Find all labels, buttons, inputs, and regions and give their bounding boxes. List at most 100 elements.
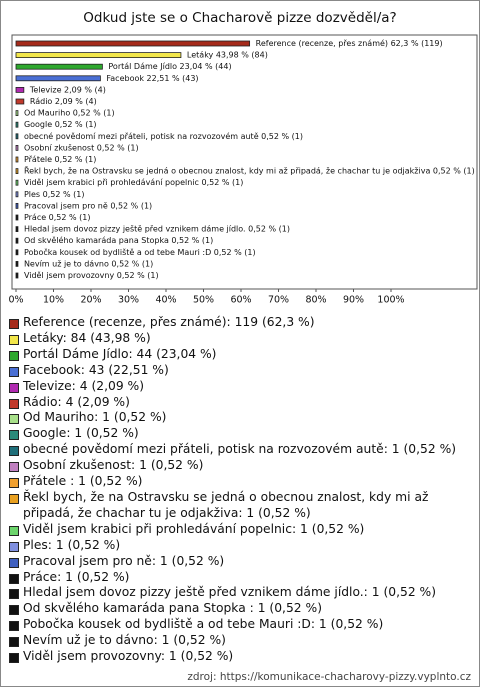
legend-label: Ples: 1 (0,52 %) [23, 537, 121, 552]
bar-label: Viděl jsem krabici při prohledávání pope… [24, 178, 243, 187]
x-tick-label: 40% [155, 295, 176, 306]
legend-label: Pobočka kousek od bydliště a od tebe Mau… [23, 617, 384, 632]
source: zdroj: https://komunikace-chacharovy-piz… [187, 671, 471, 683]
bar [15, 121, 19, 128]
bar-label: Řekl bych, že na Ostravsku se jedná o ob… [24, 166, 475, 176]
legend-item: Přátele : 1 (0,52 %) [9, 474, 471, 490]
legend-swatch [9, 430, 19, 441]
legend-item: Pracoval jsem pro ně: 1 (0,52 %) [9, 554, 471, 570]
bar-label: Nevím už je to dávno 0,52 % (1) [24, 259, 153, 268]
legend-label: Televize: 4 (2,09 %) [23, 378, 145, 393]
bar-label: Práce 0,52 % (1) [24, 213, 91, 222]
bar [15, 168, 19, 175]
bar-label: Ples 0,52 % (1) [24, 190, 85, 199]
bar [15, 40, 251, 47]
legend-item: Letáky: 84 (43,98 %) [9, 331, 471, 347]
legend-label: Hledal jsem dovoz pizzy ještě před vznik… [23, 585, 437, 600]
legend-label: Viděl jsem provozovny: 1 (0,52 %) [23, 649, 234, 664]
legend-swatch [9, 334, 19, 345]
legend: Reference (recenze, přes známé): 119 (62… [9, 315, 471, 665]
legend-swatch [9, 637, 19, 648]
legend-swatch [9, 478, 19, 489]
legend-swatch [9, 366, 19, 377]
legend-swatch [9, 462, 19, 473]
legend-item: Osobní zkušenost: 1 (0,52 %) [9, 458, 471, 474]
legend-swatch [9, 414, 19, 425]
legend-item: Facebook: 43 (22,51 %) [9, 363, 471, 379]
chart-title: Odkud jste se o Chacharově pizze dozvědě… [83, 10, 396, 26]
bar-label: Pobočka kousek od bydliště a od tebe Mau… [24, 247, 256, 257]
legend-swatch [9, 446, 19, 457]
legend-swatch [9, 621, 19, 632]
legend-item: Viděl jsem provozovny: 1 (0,52 %) [9, 649, 471, 665]
legend-item: Řekl bych, že na Ostravsku se jedná o ob… [9, 490, 471, 522]
bar [15, 98, 25, 105]
x-tick-label: 30% [118, 295, 139, 306]
legend-label: Reference (recenze, přes známé): 119 (62… [23, 315, 315, 329]
bar-label: Osobní zkušenost 0,52 % (1) [24, 142, 139, 152]
bar-label: Od skvělého kamaráda pana Stopka 0,52 % … [24, 235, 213, 245]
bar [15, 75, 101, 82]
legend-label: Google: 1 (0,52 %) [23, 426, 139, 441]
legend-item: Rádio: 4 (2,09 %) [9, 395, 471, 411]
legend-swatch [9, 653, 19, 664]
legend-item: Google: 1 (0,52 %) [9, 426, 471, 442]
legend-item: Nevím už je to dávno: 1 (0,52 %) [9, 633, 471, 649]
bar-label: Reference (recenze, přes známé) 62,3 % (… [256, 38, 443, 48]
legend-label: Portál Dáme Jídlo: 44 (23,04 %) [23, 346, 217, 361]
plot-frame [11, 34, 478, 290]
bar-label: Facebook 22,51 % (43) [106, 74, 198, 83]
bar [15, 156, 19, 163]
bar [15, 226, 19, 233]
legend-label: Letáky: 84 (43,98 %) [23, 330, 151, 345]
bar [15, 52, 182, 58]
x-tick-label: 50% [193, 295, 214, 306]
legend-swatch [9, 493, 19, 504]
legend-label: Řekl bych, že na Ostravsku se jedná o ob… [23, 489, 429, 520]
bar [15, 63, 103, 70]
bar-label: Portál Dáme Jídlo 23,04 % (44) [108, 62, 231, 71]
bar [15, 260, 19, 267]
bar [15, 144, 19, 151]
bar-label: Rádio 2,09 % (4) [30, 97, 97, 106]
bar-label: Od Mauriho 0,52 % (1) [24, 109, 115, 118]
legend-label: Pracoval jsem pro ně: 1 (0,52 %) [23, 553, 225, 568]
bar-label: Televize 2,09 % (4) [29, 85, 106, 94]
bar-label: obecné povědomí mezi přáteli, potisk na … [24, 131, 303, 141]
legend-swatch [9, 557, 19, 568]
legend-item: Viděl jsem krabici při prohledávání pope… [9, 522, 471, 538]
x-tick-label: 100% [377, 295, 404, 306]
legend-item: obecné povědomí mezi přáteli, potisk na … [9, 442, 471, 458]
legend-swatch [9, 398, 19, 409]
bar-label: Google 0,52 % (1) [24, 120, 97, 129]
legend-item: Reference (recenze, přes známé): 119 (62… [9, 315, 471, 331]
legend-item: Portál Dáme Jídlo: 44 (23,04 %) [9, 347, 471, 363]
legend-item: Ples: 1 (0,52 %) [9, 538, 471, 554]
legend-swatch [9, 605, 19, 616]
bar [15, 202, 19, 209]
bar [15, 191, 19, 198]
legend-swatch [9, 382, 19, 393]
legend-swatch [9, 589, 19, 600]
legend-item: Od Mauriho: 1 (0,52 %) [9, 410, 471, 426]
bar [15, 237, 19, 244]
legend-swatch [9, 573, 19, 584]
bar [15, 272, 19, 279]
bar [15, 87, 25, 93]
x-tick-label: 10% [43, 295, 64, 306]
legend-label: Facebook: 43 (22,51 %) [23, 362, 169, 377]
legend-label: Viděl jsem krabici při prohledávání pope… [23, 521, 365, 536]
x-tick-label: 90% [343, 295, 364, 306]
x-tick-label: 60% [230, 295, 251, 306]
chart: Odkud jste se o Chacharově pizze dozvědě… [8, 10, 478, 306]
x-tick-label: 80% [305, 295, 326, 306]
bar [15, 133, 19, 140]
legend-label: Rádio: 4 (2,09 %) [23, 394, 130, 409]
legend-item: Od skvělého kamaráda pana Stopka : 1 (0,… [9, 601, 471, 617]
legend-label: obecné povědomí mezi přáteli, potisk na … [23, 442, 457, 457]
legend-label: Od Mauriho: 1 (0,52 %) [23, 410, 167, 425]
bar-label: Hledal jsem dovoz pizzy ještě před vznik… [24, 224, 290, 234]
bar-label: Viděl jsem provozovny 0,52 % (1) [24, 271, 159, 280]
x-tick-label: 0% [8, 295, 23, 306]
